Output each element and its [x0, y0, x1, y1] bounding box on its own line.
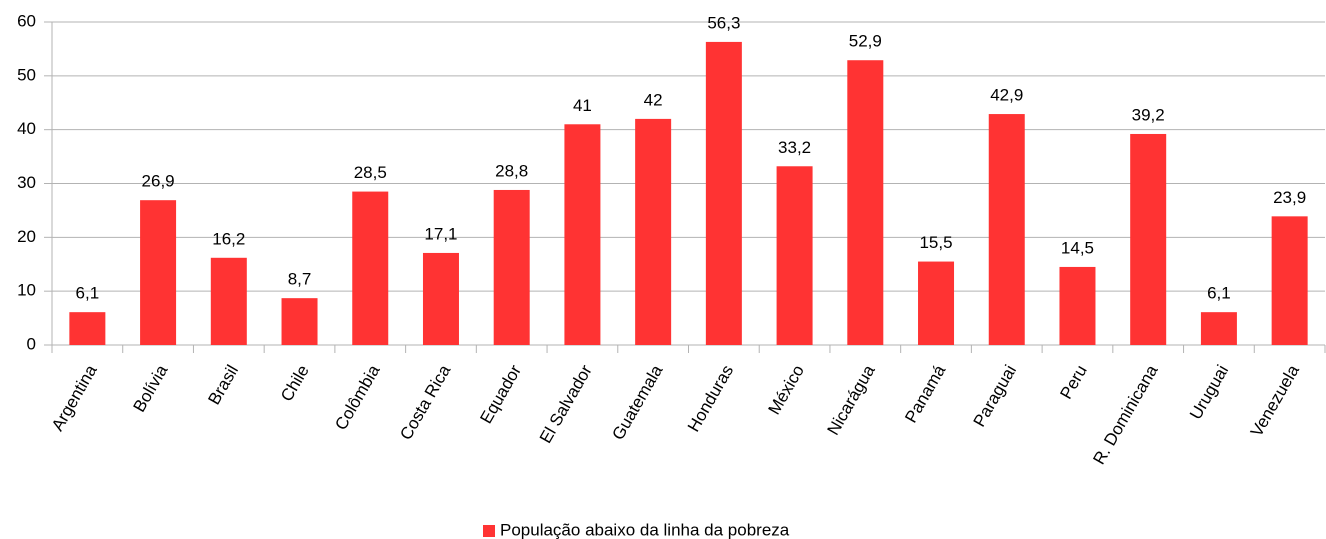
bar	[1130, 133, 1167, 345]
bar	[988, 114, 1025, 346]
data-label: 42	[644, 90, 663, 109]
x-tick-label: Uruguai	[1186, 362, 1232, 423]
bar	[705, 41, 742, 345]
y-tick-label: 20	[17, 227, 36, 246]
bar	[1271, 216, 1308, 345]
bar	[847, 60, 884, 345]
legend-label: População abaixo da linha da pobreza	[500, 520, 790, 539]
x-tick-label: Guatemala	[608, 361, 666, 443]
bar	[564, 124, 601, 346]
x-tick-label: Colômbia	[331, 361, 384, 433]
data-label: 6,1	[76, 284, 100, 303]
bar	[918, 261, 955, 345]
x-tick-label: Costa Rica	[396, 361, 454, 443]
x-tick-label: Peru	[1056, 362, 1090, 403]
bar	[1200, 312, 1237, 345]
x-tick-label: Chile	[277, 362, 313, 405]
y-tick-label: 60	[17, 11, 36, 30]
bar	[422, 252, 459, 345]
bar	[352, 191, 389, 345]
y-tick-label: 50	[17, 65, 36, 84]
data-label: 14,5	[1061, 238, 1094, 257]
data-label: 28,8	[495, 161, 528, 180]
x-tick-label: Equador	[476, 361, 525, 426]
data-label: 42,9	[990, 86, 1023, 105]
bar	[776, 166, 813, 345]
x-tick-label: Nicarágua	[823, 361, 878, 438]
data-label: 15,5	[919, 233, 952, 252]
data-label: 33,2	[778, 138, 811, 157]
data-label: 56,3	[707, 13, 740, 32]
x-tick-label: Honduras	[684, 362, 737, 435]
bar	[281, 298, 318, 345]
x-tick-label: Venezuela	[1247, 361, 1303, 440]
data-label: 17,1	[424, 224, 457, 243]
x-tick-label: Brasil	[204, 362, 242, 408]
data-label: 28,5	[354, 163, 387, 182]
x-tick-label: Argentina	[48, 361, 101, 434]
data-label: 52,9	[849, 32, 882, 51]
bar	[69, 312, 106, 345]
bar	[493, 189, 530, 345]
y-tick-label: 10	[17, 281, 36, 300]
bar	[1059, 266, 1096, 345]
data-label: 23,9	[1273, 188, 1306, 207]
data-label: 41	[573, 96, 592, 115]
bar	[140, 200, 177, 345]
x-tick-label: México	[765, 362, 808, 418]
legend-swatch	[483, 525, 495, 537]
data-label: 16,2	[212, 229, 245, 248]
x-tick-label: El Salvador	[536, 361, 596, 446]
data-label: 26,9	[142, 172, 175, 191]
bar	[635, 118, 672, 346]
data-label: 8,7	[288, 270, 312, 289]
data-label: 39,2	[1132, 105, 1165, 124]
y-tick-label: 30	[17, 173, 36, 192]
y-tick-label: 0	[27, 334, 36, 353]
x-tick-label: Paraguai	[970, 362, 1020, 430]
x-tick-label: Panamá	[901, 361, 949, 426]
y-tick-label: 40	[17, 119, 36, 138]
x-tick-label: Bolívia	[129, 361, 171, 415]
data-label: 6,1	[1207, 284, 1231, 303]
x-tick-label: R. Dominicana	[1089, 361, 1161, 468]
bar	[210, 257, 247, 345]
